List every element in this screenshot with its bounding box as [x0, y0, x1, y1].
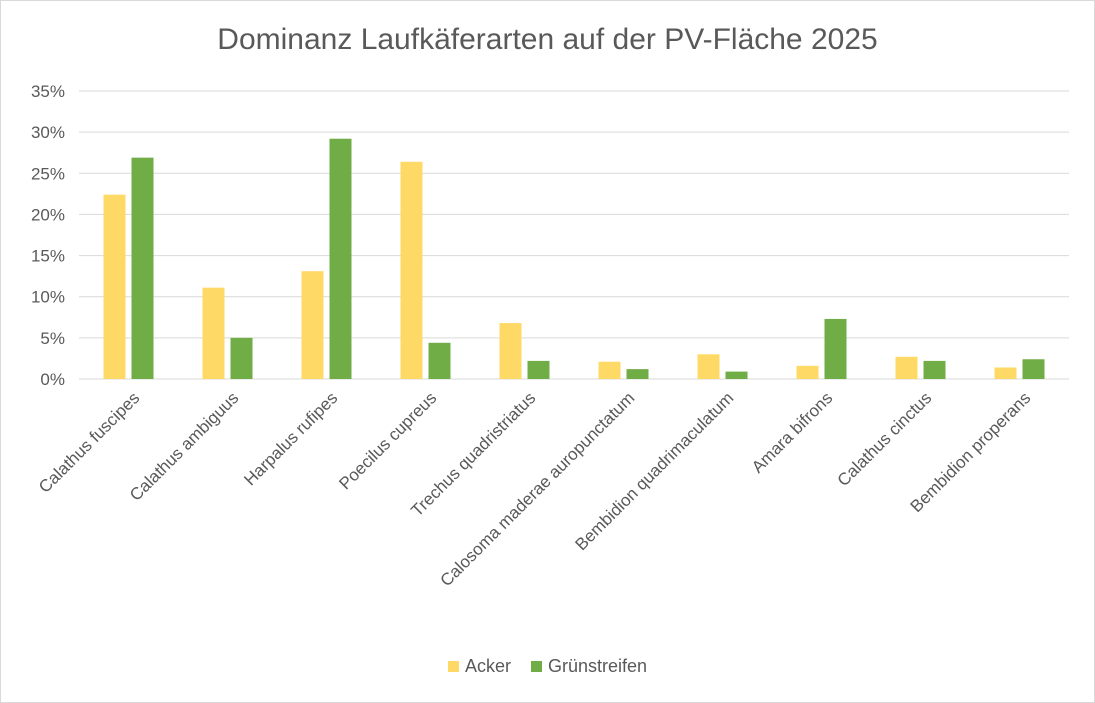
bar-acker — [202, 287, 225, 379]
bar-acker — [697, 354, 720, 379]
bar-gruenstreifen — [923, 360, 946, 379]
y-tick-label: 35% — [31, 82, 65, 101]
x-category-label: Bembidion quadrimaculatum — [572, 388, 738, 554]
legend-item-gruenstreifen: Grünstreifen — [530, 656, 648, 677]
bar-acker — [400, 161, 423, 379]
legend: Acker Grünstreifen — [1, 656, 1094, 677]
bar-gruenstreifen — [626, 369, 649, 379]
x-category-label: Poecilus cupreus — [335, 388, 440, 493]
y-tick-label: 10% — [31, 288, 65, 307]
bar-acker — [103, 194, 126, 379]
x-category-label: Calathus cinctus — [834, 388, 936, 490]
bar-gruenstreifen — [428, 342, 451, 379]
legend-item-acker: Acker — [447, 656, 511, 677]
y-tick-label: 5% — [40, 329, 65, 348]
gridlines — [79, 90, 1069, 380]
y-tick-label: 20% — [31, 205, 65, 224]
x-category-label: Calathus fuscipes — [35, 388, 143, 496]
y-tick-label: 0% — [40, 370, 65, 389]
legend-label-acker: Acker — [464, 656, 511, 676]
x-category-label: Calosoma maderae auropunctatum — [436, 388, 638, 590]
x-category-label: Harpalus rufipes — [240, 388, 341, 489]
y-axis-ticks: 0% 5% 10% 15% 20% 25% 30% 35% — [31, 82, 65, 389]
bar-acker — [301, 271, 324, 379]
chart-title: Dominanz Laufkäferarten auf der PV-Fläch… — [217, 23, 878, 56]
x-category-label: Calathus ambiguus — [126, 388, 242, 504]
bar-gruenstreifen — [329, 138, 352, 379]
bar-gruenstreifen — [1022, 359, 1045, 379]
bar-acker — [895, 356, 918, 379]
x-category-label: Amara bifrons — [748, 388, 836, 476]
bars — [103, 138, 1045, 379]
y-tick-label: 15% — [31, 247, 65, 266]
bar-acker — [598, 361, 621, 379]
bar-gruenstreifen — [230, 337, 253, 379]
legend-swatch-acker — [447, 661, 459, 672]
bar-acker — [994, 367, 1017, 379]
bar-acker — [796, 365, 819, 379]
bar-gruenstreifen — [131, 157, 154, 379]
bar-gruenstreifen — [824, 318, 847, 379]
legend-swatch-gruenstreifen — [530, 661, 542, 672]
bar-acker — [499, 323, 522, 379]
y-tick-label: 25% — [31, 164, 65, 183]
y-tick-label: 30% — [31, 123, 65, 142]
bar-gruenstreifen — [527, 360, 550, 379]
bar-gruenstreifen — [725, 371, 748, 379]
legend-label-gruenstreifen: Grünstreifen — [547, 656, 648, 676]
